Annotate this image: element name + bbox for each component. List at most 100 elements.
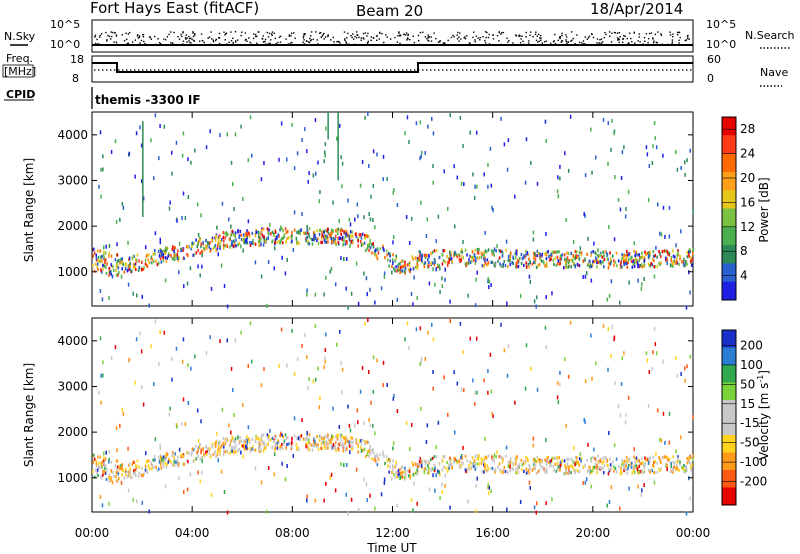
power-mark bbox=[476, 256, 479, 260]
velocity-mark bbox=[430, 468, 433, 472]
power-mark bbox=[308, 235, 311, 239]
power-mark bbox=[116, 259, 119, 263]
noise-mark bbox=[125, 32, 127, 35]
power-mark bbox=[205, 238, 207, 243]
velocity-mark bbox=[391, 476, 393, 481]
power-mark bbox=[431, 116, 433, 121]
noise-mark bbox=[422, 31, 424, 33]
power-mark bbox=[567, 251, 570, 255]
velocity-mark bbox=[171, 462, 174, 467]
noise-mark bbox=[650, 32, 653, 34]
velocity-mark bbox=[636, 459, 638, 463]
power-mark bbox=[516, 260, 519, 265]
noise-mark bbox=[652, 38, 654, 40]
power-mark bbox=[99, 259, 101, 264]
power-mark bbox=[453, 164, 455, 169]
velocity-mark bbox=[349, 450, 351, 455]
velocity-mark bbox=[443, 455, 445, 459]
velocity-mark bbox=[225, 437, 228, 441]
power-mark bbox=[159, 124, 161, 129]
power-mark bbox=[662, 205, 665, 210]
power-mark bbox=[554, 250, 557, 254]
power-mark bbox=[553, 250, 556, 254]
velocity-mark bbox=[144, 468, 147, 472]
power-mark bbox=[602, 260, 604, 264]
noise-mark bbox=[336, 41, 338, 43]
power-mark bbox=[633, 264, 636, 268]
velocity-mark bbox=[630, 465, 633, 469]
noise-mark bbox=[189, 41, 191, 44]
velocity-mark bbox=[230, 366, 233, 371]
power-mark bbox=[382, 177, 384, 182]
noise-mark bbox=[469, 42, 471, 45]
power-mark bbox=[318, 232, 321, 237]
power-mark bbox=[114, 258, 117, 262]
power-mark bbox=[686, 255, 689, 259]
noise-mark bbox=[571, 39, 573, 42]
noise-mark bbox=[484, 39, 486, 42]
power-mark bbox=[447, 260, 449, 265]
power-mark bbox=[525, 265, 528, 269]
power-mark bbox=[454, 252, 457, 256]
velocity-mark bbox=[96, 471, 99, 475]
velocity-mark bbox=[474, 390, 476, 395]
noise-mark bbox=[172, 42, 174, 44]
power-mark bbox=[593, 259, 596, 263]
power-mark bbox=[442, 259, 445, 263]
noise-mark bbox=[225, 33, 227, 35]
power-mark bbox=[567, 260, 570, 265]
velocity-mark bbox=[534, 459, 537, 464]
power-mark bbox=[548, 254, 550, 259]
velocity-mark bbox=[356, 408, 359, 413]
velocity-mark bbox=[334, 443, 336, 447]
power-mark bbox=[307, 239, 309, 243]
power-mark bbox=[348, 217, 351, 222]
noise-mark bbox=[343, 31, 346, 33]
noise-mark bbox=[433, 32, 435, 34]
velocity-mark bbox=[272, 439, 275, 444]
velocity-mark bbox=[108, 449, 111, 454]
velocity-mark bbox=[323, 498, 325, 503]
power-mark bbox=[141, 260, 143, 264]
velocity-mark bbox=[229, 439, 232, 443]
velocity-mark bbox=[180, 453, 182, 457]
power-mark bbox=[592, 249, 594, 254]
velocity-mark bbox=[578, 463, 581, 467]
power-mark bbox=[624, 253, 626, 257]
power-mark bbox=[258, 243, 261, 248]
power-mark bbox=[656, 202, 659, 207]
power-mark bbox=[100, 270, 103, 274]
power-mark bbox=[682, 261, 685, 266]
noise-mark bbox=[638, 36, 640, 38]
power-mark bbox=[670, 256, 673, 260]
velocity-mark bbox=[218, 448, 221, 452]
power-mark bbox=[181, 215, 183, 220]
power-mark bbox=[677, 249, 679, 253]
noise-mark bbox=[537, 41, 539, 43]
power-mark bbox=[436, 263, 439, 267]
power-mark bbox=[467, 261, 470, 265]
velocity-mark bbox=[591, 376, 593, 381]
power-mark bbox=[396, 297, 399, 302]
velocity-mark bbox=[602, 471, 605, 475]
velocity-mark bbox=[363, 477, 365, 482]
power-mark bbox=[330, 228, 333, 232]
velocity-mark bbox=[444, 483, 446, 488]
velocity-mark bbox=[240, 450, 242, 455]
velocity-mark bbox=[330, 439, 332, 443]
power-mark bbox=[369, 238, 371, 243]
power-mark bbox=[183, 284, 185, 289]
velocity-mark bbox=[494, 470, 496, 474]
velocity-mark bbox=[522, 462, 525, 466]
velocity-mark bbox=[621, 459, 623, 463]
noise-mark bbox=[553, 40, 555, 42]
velocity-mark bbox=[374, 506, 376, 511]
velocity-mark bbox=[688, 456, 690, 460]
power-colorbar-tick-label: 8 bbox=[740, 244, 748, 258]
noise-mark bbox=[254, 33, 257, 36]
velocity-mark bbox=[496, 450, 498, 455]
velocity-mark bbox=[536, 460, 539, 464]
nsky-label: N.Sky bbox=[4, 30, 36, 43]
power-mark bbox=[325, 240, 328, 244]
power-mark bbox=[681, 260, 683, 264]
